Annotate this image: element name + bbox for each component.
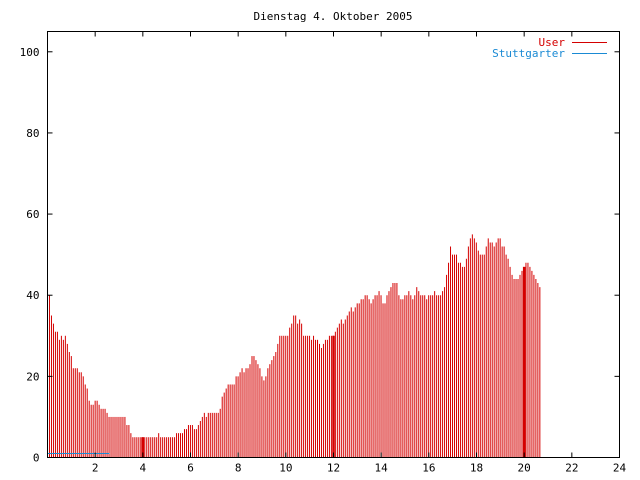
x-tick-label: 20 <box>518 462 531 475</box>
x-tick-label: 18 <box>470 462 483 475</box>
x-tick-label: 22 <box>565 462 578 475</box>
user-bars <box>47 234 541 458</box>
y-tick-label: 0 <box>33 452 40 465</box>
x-tick-label: 16 <box>422 462 435 475</box>
x-tick-label: 24 <box>613 462 627 475</box>
legend: User Stuttgarter <box>492 36 607 60</box>
x-tick-label: 4 <box>140 462 147 475</box>
x-tick-label: 8 <box>235 462 242 475</box>
chart-title: Dienstag 4. Oktober 2005 <box>254 10 413 23</box>
y-tick-label: 60 <box>26 208 39 221</box>
y-tick-label: 40 <box>26 289 39 302</box>
y-tick-label: 20 <box>26 370 39 383</box>
y-tick-label: 100 <box>20 46 40 59</box>
y-tick-label: 80 <box>26 127 39 140</box>
x-tick-label: 14 <box>375 462 389 475</box>
x-axis: 2 4 6 8 10 12 14 16 18 20 22 24 <box>92 31 627 475</box>
x-tick-label: 2 <box>92 462 99 475</box>
x-tick-label: 6 <box>187 462 194 475</box>
x-tick-label: 10 <box>279 462 292 475</box>
legend-label-stuttgarter: Stuttgarter <box>492 47 565 60</box>
legend-label-user: User <box>539 36 566 49</box>
x-tick-label: 12 <box>327 462 340 475</box>
y-axis: 0 20 40 60 80 100 <box>20 46 620 465</box>
